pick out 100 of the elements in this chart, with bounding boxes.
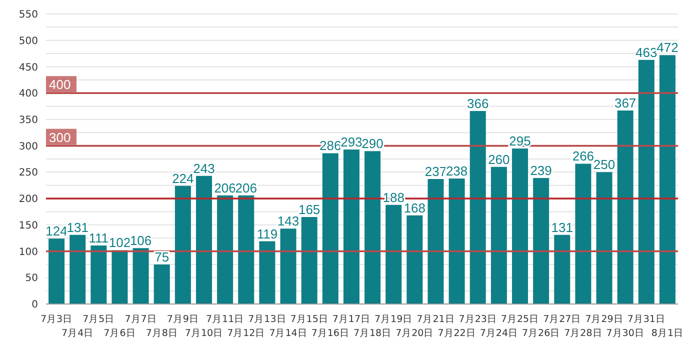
data-label: 260 [488,152,510,167]
x-tick-label: 7月31日 [627,314,666,325]
x-tick-label: 7月25日 [500,314,540,325]
x-tick-label: 7月20日 [396,328,434,339]
data-label: 366 [467,96,489,112]
bar [386,204,402,304]
data-label: 102 [108,235,131,250]
bar [512,148,528,304]
bar [48,238,65,304]
y-tick-label: 150 [18,220,38,232]
data-label: 168 [404,200,426,216]
x-tick-label: 7月18日 [353,328,392,339]
bar [70,234,86,304]
data-label: 243 [193,160,215,176]
y-tick-label: 300 [18,141,38,152]
x-tick-label: 7月9日 [166,314,199,325]
data-label: 131 [551,220,573,235]
x-tick-label: 7月24日 [480,328,518,339]
data-label: 238 [446,164,468,179]
data-label: 295 [509,133,531,148]
x-tick-label: 7月5日 [82,314,115,325]
y-tick-label: 550 [18,10,38,21]
data-label: 119 [256,226,278,242]
x-tick-label: 7月23日 [458,314,497,325]
y-tick-label: 250 [18,168,38,179]
bar [364,151,381,304]
data-label: 472 [656,40,678,56]
bar [638,60,654,304]
data-label: 106 [130,233,152,248]
bar [448,178,465,304]
y-tick-label: 0 [32,300,38,311]
bar [238,195,254,304]
x-tick-label: 7月15日 [290,314,328,325]
bar [470,111,486,304]
y-tick-label: 500 [18,36,38,47]
y-tick-label: 200 [18,194,38,206]
x-tick-label: 7月16日 [311,328,350,339]
data-label: 206 [235,180,257,196]
x-tick-label: 7月10日 [184,328,224,339]
y-tick-label: 50 [25,273,38,284]
x-tick-label: 7月8日 [146,328,178,339]
bar [301,217,318,304]
data-label: 111 [88,230,109,246]
bar [428,179,444,304]
y-tick-label: 400 [18,88,38,100]
bar [554,234,570,304]
x-tick-label: 7月13日 [248,314,286,325]
data-label: 463 [636,44,658,60]
bar [406,215,423,304]
x-tick-label: 7月17日 [332,314,371,325]
data-label: 124 [46,224,68,239]
bar [154,264,170,304]
bar [174,186,191,304]
bar [617,110,634,304]
bar [280,228,296,304]
data-label: 237 [424,164,447,180]
x-tick-label: 7月21日 [416,314,455,325]
y-tick-label: 100 [18,246,38,258]
x-tick-label: 7月19日 [374,314,413,325]
bar [132,248,149,304]
ref-line-label: 300 [49,130,71,145]
x-tick-label: 7月27日 [543,314,582,325]
bar [659,55,676,304]
data-label: 250 [593,157,616,172]
bar [90,245,107,304]
x-tick-label: 7月30日 [606,328,644,339]
data-label: 75 [154,249,170,264]
bar [490,166,507,304]
x-tick-label: 7月29日 [585,314,624,325]
x-tick-label: 7月7日 [124,314,157,325]
bar [343,150,360,304]
data-label: 206 [214,180,236,196]
x-tick-label: 8月1日 [651,328,684,339]
x-tick-label: 7月28日 [564,328,602,339]
bar [196,176,212,304]
data-label: 131 [66,220,88,235]
bar [259,241,276,304]
data-label: 239 [530,162,552,178]
x-tick-label: 7月11日 [206,314,244,325]
x-tick-label: 7月14日 [269,328,308,339]
bar [596,172,612,304]
bar [217,195,234,304]
data-label: 266 [572,148,594,164]
data-label: 165 [298,202,320,217]
y-tick-label: 450 [18,62,38,74]
data-label: 367 [614,95,636,110]
x-tick-label: 7月3日 [40,314,73,325]
x-tick-label: 7月26日 [522,328,560,339]
data-label: 224 [172,170,194,186]
x-tick-label: 7月6日 [104,328,136,339]
bar [112,250,128,304]
x-tick-label: 7月22日 [438,328,476,339]
bar [575,164,592,304]
y-tick-label: 350 [18,115,38,126]
x-tick-label: 7月12日 [227,328,266,339]
bar [322,153,338,304]
ref-line-label: 400 [49,77,71,92]
x-tick-label: 7月4日 [62,328,94,339]
bar [533,178,550,304]
data-label: 143 [277,214,300,229]
